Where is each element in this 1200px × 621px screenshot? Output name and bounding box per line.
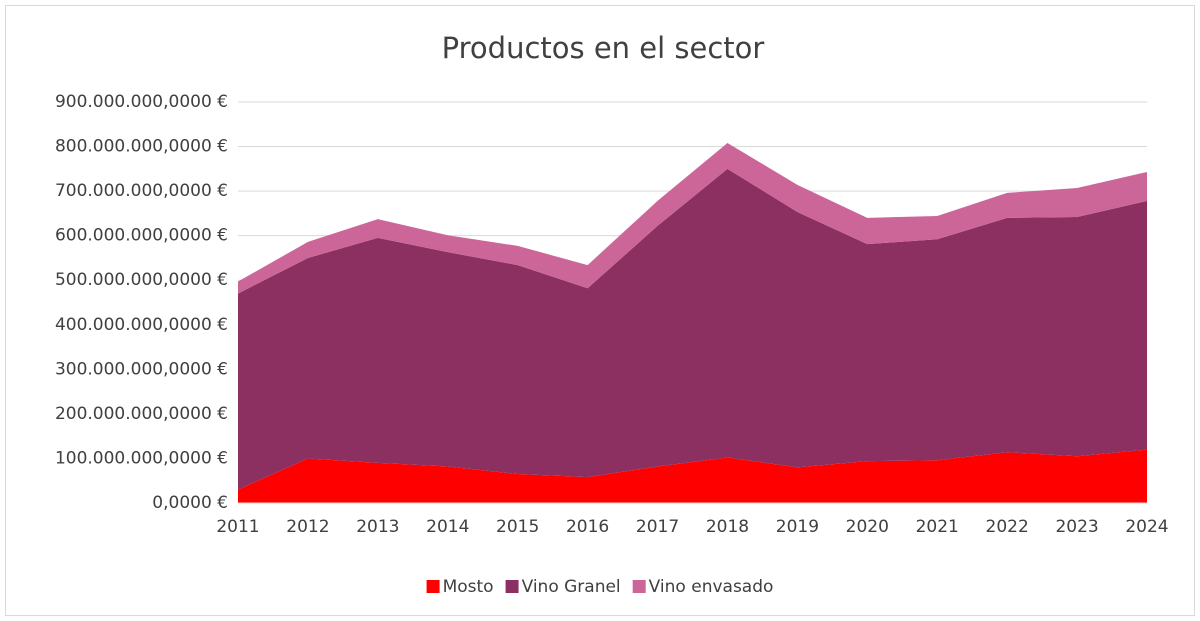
x-tick-label: 2019 bbox=[776, 517, 819, 537]
x-tick-label: 2018 bbox=[706, 517, 749, 537]
y-tick-label: 300.000.000,0000 € bbox=[55, 359, 228, 379]
legend-label: Vino Granel bbox=[522, 577, 621, 597]
x-tick-label: 2021 bbox=[916, 517, 959, 537]
y-tick-label: 0,0000 € bbox=[152, 493, 228, 513]
x-tick-label: 2011 bbox=[216, 517, 259, 537]
y-tick-label: 800.000.000,0000 € bbox=[55, 137, 228, 157]
y-tick-label: 500.000.000,0000 € bbox=[55, 270, 228, 290]
y-tick-label: 400.000.000,0000 € bbox=[55, 315, 228, 335]
area bbox=[238, 168, 1147, 490]
x-tick-label: 2016 bbox=[566, 517, 609, 537]
legend-label: Mosto bbox=[443, 577, 494, 597]
y-tick-label: 900.000.000,0000 € bbox=[55, 92, 228, 112]
x-tick-label: 2023 bbox=[1055, 517, 1098, 537]
legend-swatch bbox=[505, 580, 519, 593]
x-tick-label: 2022 bbox=[986, 517, 1029, 537]
area bbox=[238, 449, 1147, 503]
x-tick-label: 2013 bbox=[356, 517, 399, 537]
x-tick-label: 2014 bbox=[426, 517, 469, 537]
x-tick-label: 2020 bbox=[846, 517, 889, 537]
legend-swatch bbox=[632, 580, 646, 593]
chart-title: Productos en el sector bbox=[442, 31, 765, 65]
y-tick-label: 700.000.000,0000 € bbox=[55, 181, 228, 201]
legend-label: Vino envasado bbox=[649, 577, 774, 597]
legend-swatch bbox=[426, 580, 440, 593]
area bbox=[238, 142, 1147, 294]
x-tick-label: 2024 bbox=[1125, 517, 1168, 537]
y-tick-label: 600.000.000,0000 € bbox=[55, 226, 228, 246]
x-tick-label: 2017 bbox=[636, 517, 679, 537]
x-tick-label: 2012 bbox=[286, 517, 329, 537]
y-tick-label: 200.000.000,0000 € bbox=[55, 404, 228, 424]
y-tick-label: 100.000.000,0000 € bbox=[55, 448, 228, 468]
x-tick-label: 2015 bbox=[496, 517, 539, 537]
